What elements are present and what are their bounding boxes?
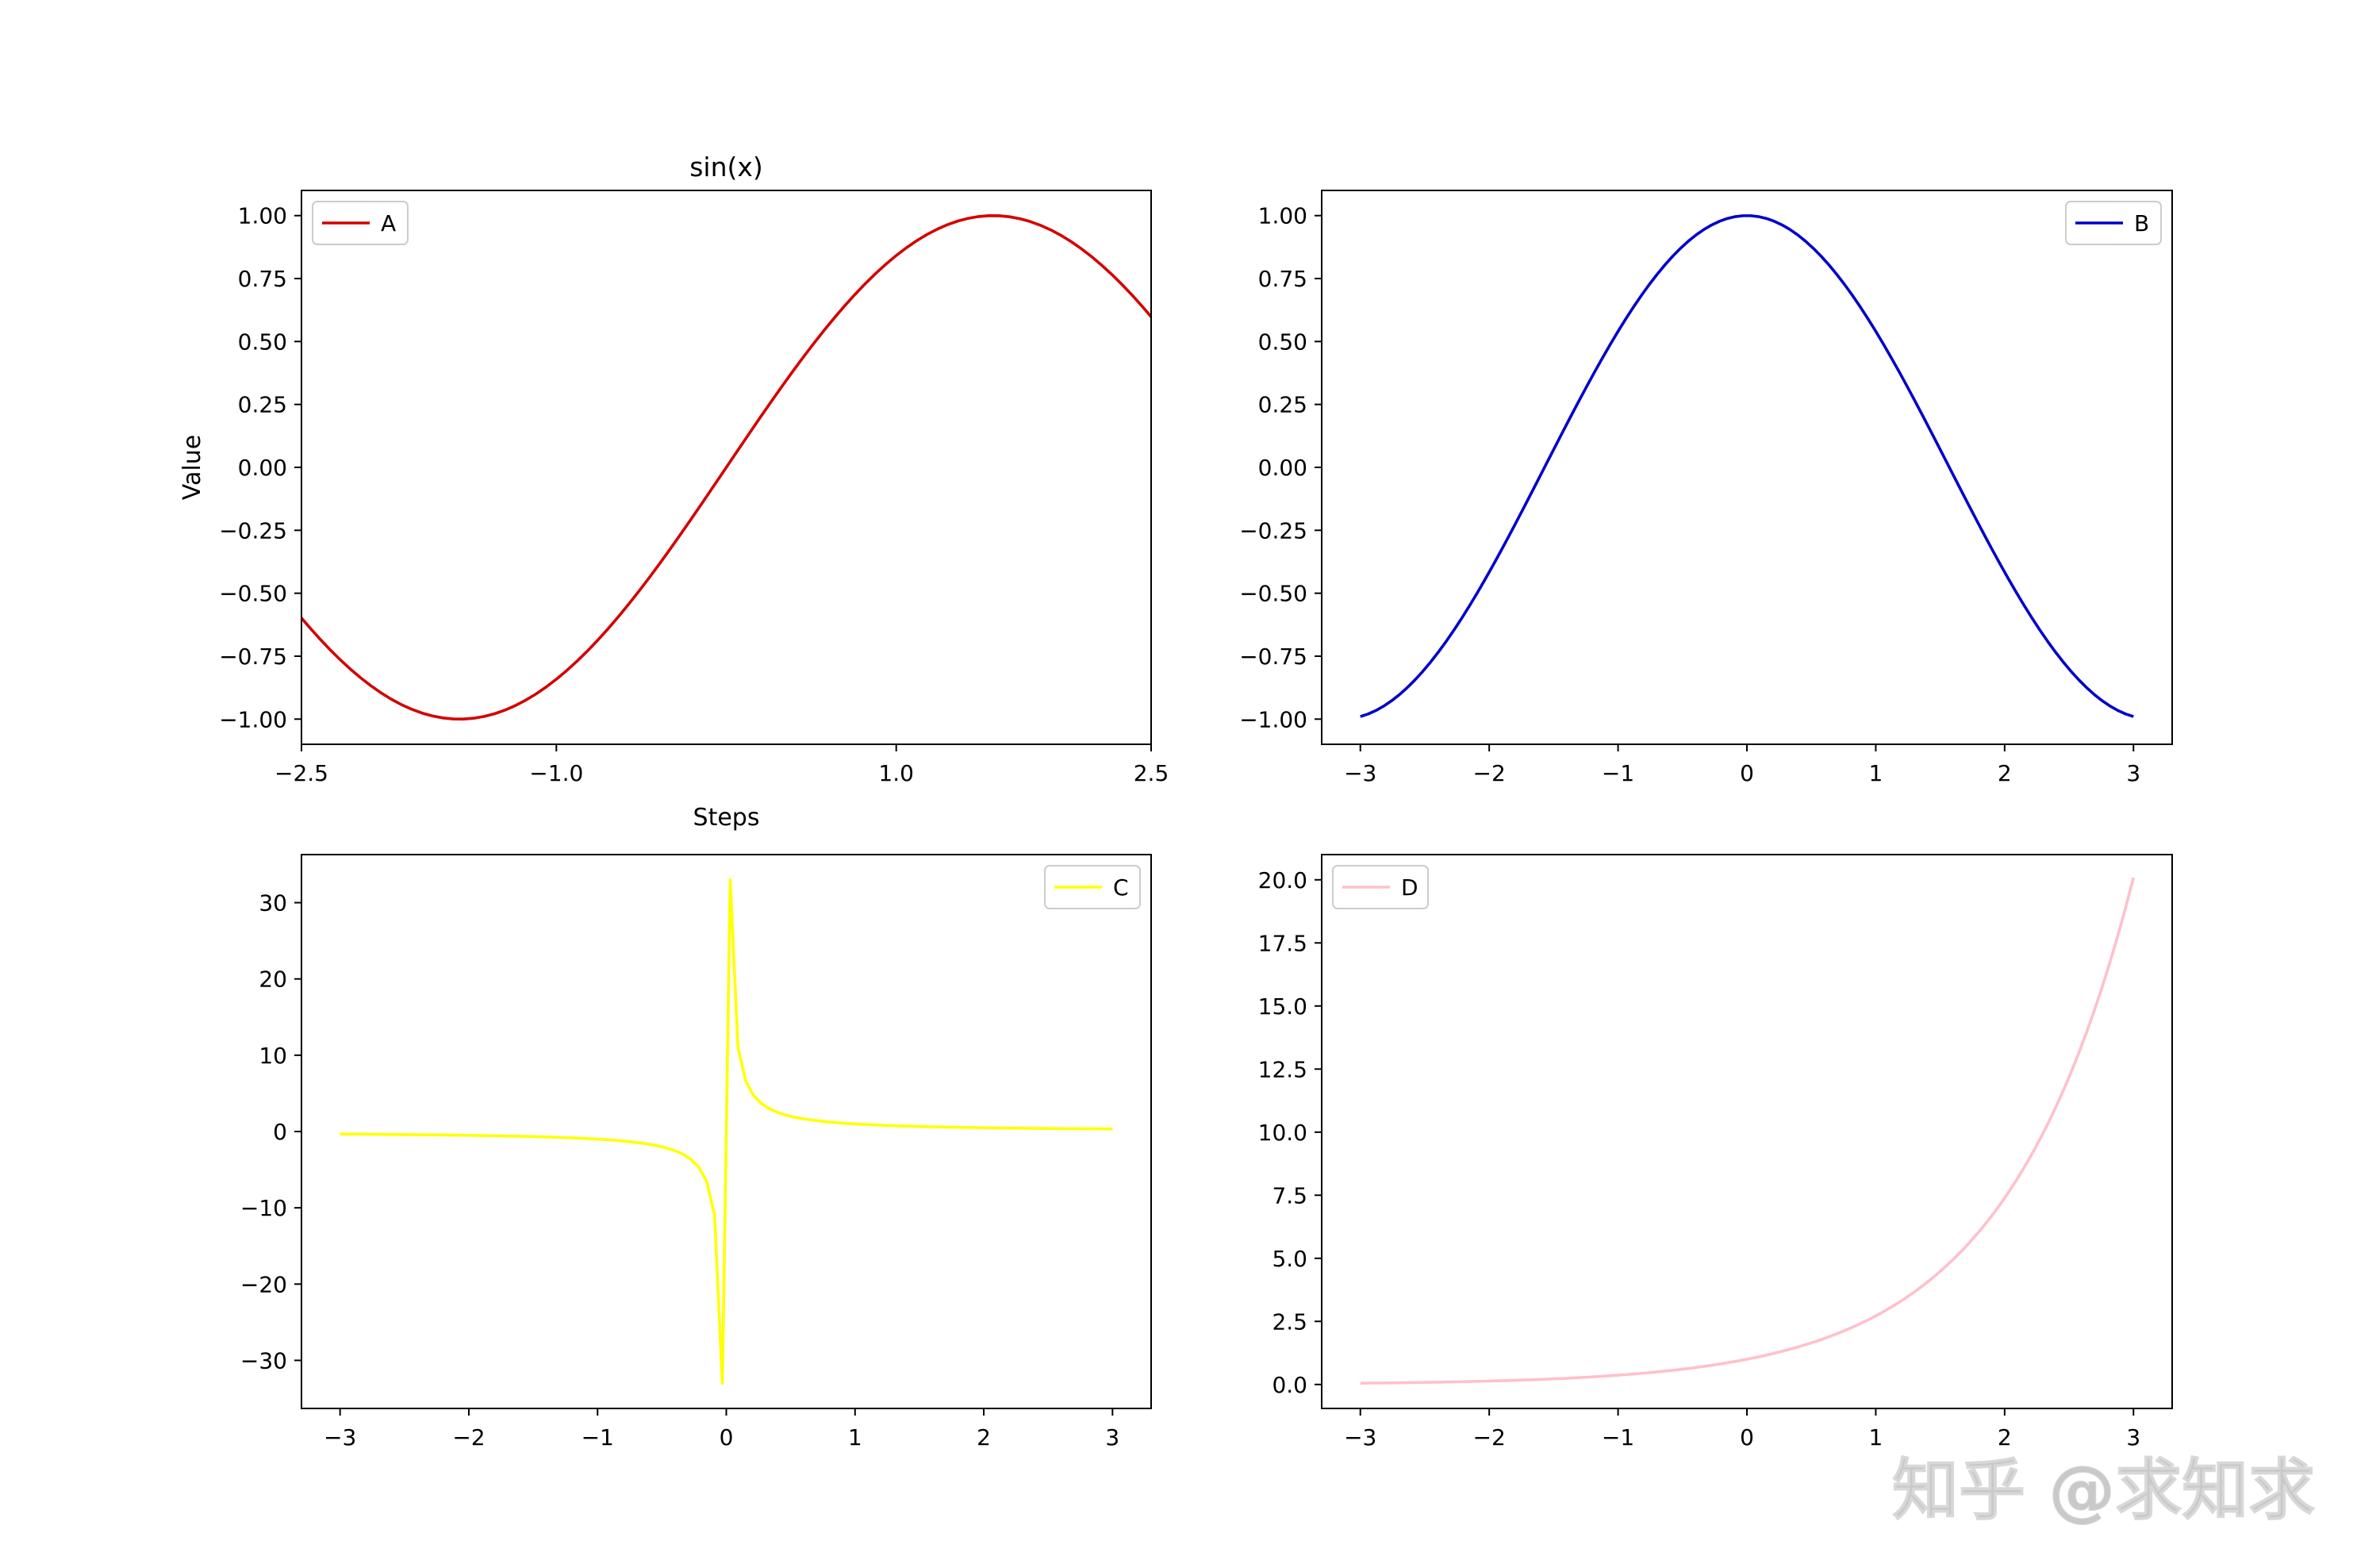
y-tick-label: −0.25 [1239,517,1307,544]
legend: C [1044,865,1141,909]
x-tick-label: −1 [1602,1424,1634,1450]
x-tick-label: −3 [1344,760,1376,786]
x-tick-label: 3 [1105,1424,1119,1450]
x-tick-label: −2 [452,1424,485,1450]
y-tick-label: 10.0 [1258,1120,1307,1146]
y-tick-label: 1.00 [238,203,287,229]
x-tick-label: −1.0 [529,760,583,786]
legend: B [2065,201,2162,245]
x-tick-label: −3 [1344,1424,1376,1450]
y-tick-label: 0.00 [1258,455,1307,481]
y-tick-label: 15.0 [1258,993,1307,1020]
x-tick-label: 1 [1869,1424,1883,1450]
y-tick-label: 12.5 [1258,1056,1307,1082]
y-axis-label: Value [178,435,206,500]
y-tick-label: 0.75 [238,266,287,292]
y-tick-label: 0.25 [238,392,287,418]
y-tick-label: 2.5 [1272,1308,1307,1335]
subplot-title: sin(x) [689,152,763,183]
y-tick-label: 30 [259,890,287,916]
y-tick-label: −0.75 [1239,644,1307,670]
y-tick-label: 0.75 [1258,266,1307,292]
y-tick-label: 17.5 [1258,930,1307,956]
x-tick-label: 3 [2126,760,2140,786]
y-tick-label: 0.00 [238,455,287,481]
legend-label: D [1401,874,1418,901]
x-tick-label: 1 [1869,760,1883,786]
y-tick-label: 0.25 [1258,392,1307,418]
y-tick-label: −0.75 [219,644,287,670]
legend-label: A [381,210,396,236]
y-tick-label: 0.0 [1272,1372,1307,1398]
y-tick-label: 0.50 [238,329,287,355]
x-tick-label: −3 [324,1424,356,1450]
y-tick-label: −20 [240,1271,287,1297]
x-tick-label: −2 [1473,1424,1506,1450]
legend: A [312,201,409,245]
x-tick-label: 0 [720,1424,734,1450]
x-tick-label: 2 [977,1424,991,1450]
legend-label: C [1113,874,1129,901]
subplots-group: −2.5 −1.0 1.0 2.5−1.00−0.75−0.50−0.250.000.… [178,152,2173,1450]
x-tick-label: 2 [1998,1424,2012,1450]
series-line-c [340,878,1113,1385]
x-tick-label: 1.0 [878,760,914,786]
x-tick-label: 1 [848,1424,862,1450]
x-tick-label: −1 [1602,760,1634,786]
x-tick-label: 3 [2126,1424,2140,1450]
y-tick-label: 7.5 [1272,1182,1307,1208]
x-tick-label: 2.5 [1134,760,1169,786]
x-tick-label: −2 [1473,760,1506,786]
y-tick-label: 0.50 [1258,329,1307,355]
series-line-b [1360,214,2134,718]
watermark-text: 知乎 @求知求 [1892,1451,2315,1529]
y-tick-label: 10 [259,1043,287,1069]
y-tick-label: 1.00 [1258,203,1307,229]
y-tick-label: 20 [259,966,287,993]
series-line-a [301,214,1151,720]
subplot-d: −3 −2 −1 0 1 2 3 0.0 2.5 5.0 7.5 10.0 12.5 15.0 17.5 20… [1258,854,2173,1450]
series-line-d [1360,877,2136,1385]
y-tick-label: −0.50 [1239,581,1307,607]
zhihu-watermark: 知乎 @求知求 [1892,1451,2316,1530]
x-tick-label: 0 [1740,760,1754,786]
subplot-a: −2.5 −1.0 1.0 2.5 −1.00 −0.75 −0.50 −0.25 0.00 0.… [178,152,1169,832]
y-tick-label: −30 [240,1347,287,1374]
y-tick-label: −0.25 [219,517,287,544]
y-tick-label: 20.0 [1258,867,1307,893]
x-tick-label: 2 [1998,760,2012,786]
x-tick-label: 0 [1740,1424,1754,1450]
y-tick-label: 0 [273,1119,287,1145]
y-tick-label: −1.00 [219,706,287,732]
y-tick-label: −1.00 [1239,706,1307,732]
x-tick-label: −1 [582,1424,614,1450]
y-tick-label: −0.50 [219,581,287,607]
subplot-b: −3 −2 −1 0 1 2 3 −1.00 −0.75 −0.50 −0.25 0.00 0.25 0.… [1239,190,2173,786]
legend-label: B [2134,210,2149,236]
legend: D [1332,865,1429,909]
x-tick-label: −2.5 [274,760,328,786]
y-tick-label: −10 [240,1195,287,1221]
y-tick-label: 5.0 [1272,1246,1307,1272]
x-axis-label: Steps [693,804,760,832]
